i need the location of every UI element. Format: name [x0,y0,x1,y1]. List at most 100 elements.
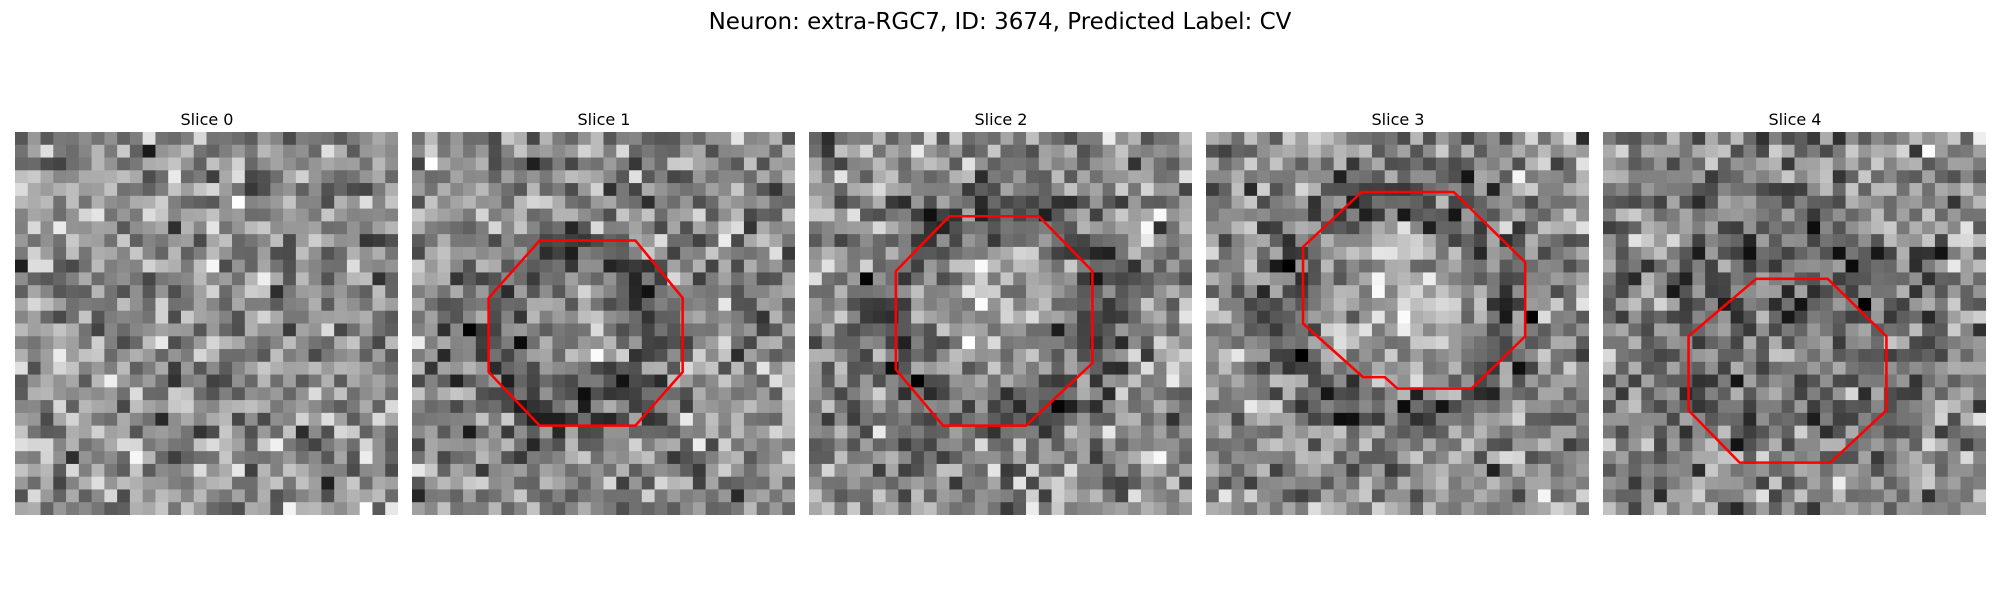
pixel [321,374,335,388]
pixel [66,361,80,376]
pixel [514,144,528,159]
pixel [78,361,93,376]
pixel [1603,425,1617,439]
pixel [1397,476,1411,490]
pixel [1295,234,1309,248]
pixel [718,361,732,376]
pixel [692,476,707,490]
pixel [193,502,208,515]
pixel [847,259,861,273]
pixel [1603,234,1617,248]
pixel [1781,132,1796,146]
pixel [872,170,887,184]
pixel [1461,221,1475,235]
pixel [654,412,668,427]
pixel [987,336,1002,350]
slice-title: Slice 1 [577,110,631,129]
pixel [104,502,118,515]
pixel [936,157,950,171]
pixel [1679,132,1693,146]
pixel [1550,272,1564,286]
pixel [1218,310,1233,325]
pixel [91,400,105,414]
pixel [936,374,950,388]
pixel [346,438,361,452]
pixel [1013,451,1027,465]
pixel [1603,489,1617,503]
pixel [1947,412,1961,427]
pixel [1871,387,1885,401]
pixel [898,234,912,248]
pixel [1820,310,1834,325]
pixel [1359,132,1373,146]
pixel [257,234,271,248]
pixel [359,259,373,273]
pixel [155,336,169,350]
pixel [1359,195,1373,210]
pixel [1743,361,1757,376]
pixel [1244,297,1258,312]
pixel [1089,361,1104,376]
pixel [1295,489,1309,503]
pixel [974,170,989,184]
pixel [321,272,335,286]
pixel [731,297,745,312]
pixel [1512,195,1526,210]
pixel [1486,374,1501,388]
pixel [244,463,259,478]
pixel [641,208,656,222]
pixel [334,132,348,146]
pixel [450,336,464,350]
pixel [743,170,758,184]
pixel [27,387,42,401]
pixel [1423,438,1437,452]
pixel [1603,183,1617,197]
pixel [1346,157,1360,171]
pixel [565,170,579,184]
pixel [667,195,681,210]
pixel [180,132,195,146]
pixel [1641,272,1655,286]
pixel [295,387,310,401]
pixel [949,476,963,490]
pixel [475,310,490,325]
pixel [1128,195,1142,210]
pixel [1128,259,1142,273]
pixel [1666,387,1681,401]
pixel [53,349,67,363]
pixel [667,221,681,235]
pixel [270,144,284,159]
pixel [756,144,770,159]
pixel [142,374,156,388]
pixel [911,476,925,490]
pixel [155,221,169,235]
pixel [1038,183,1053,197]
pixel [1896,438,1910,452]
pixel [731,425,745,439]
pixel [1026,502,1040,515]
pixel [743,412,758,427]
pixel [731,400,745,414]
pixel [1423,144,1437,159]
pixel [590,336,605,350]
pixel [834,361,848,376]
pixel [1845,451,1859,465]
pixel [898,349,912,363]
pixel [769,246,783,261]
pixel [1615,336,1630,350]
pixel [1384,349,1399,363]
pixel [1947,361,1961,376]
pixel [1257,438,1271,452]
pixel [129,425,144,439]
pixel [1537,132,1552,146]
pixel [1013,234,1027,248]
pixel [1550,374,1564,388]
pixel [15,336,29,350]
pixel [1960,451,1974,465]
pixel [1768,259,1783,273]
pixel [1615,387,1630,401]
pixel [1308,170,1322,184]
pixel [911,336,925,350]
pixel [1743,463,1757,478]
pixel [1179,425,1192,439]
